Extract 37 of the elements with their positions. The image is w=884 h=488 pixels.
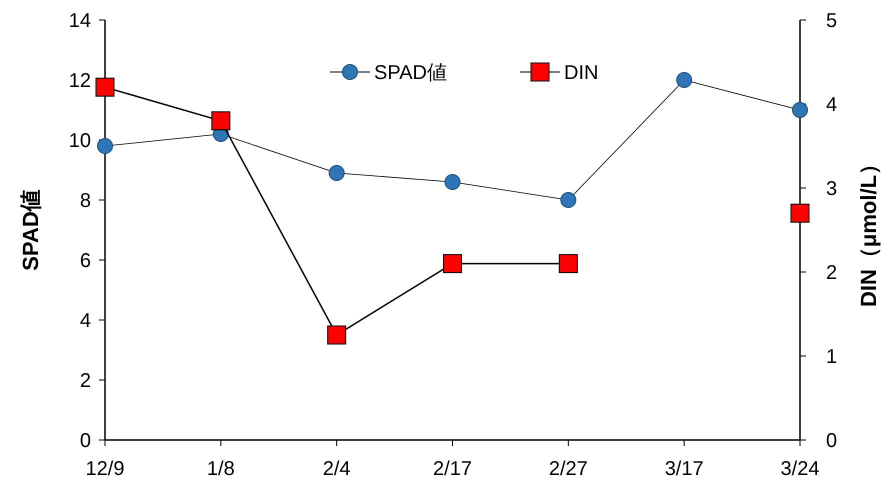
x-tick-label: 2/17 <box>433 458 472 480</box>
y-tick-label: 4 <box>80 310 91 332</box>
y2-tick-label: 2 <box>826 262 838 284</box>
y-tick-label: 0 <box>80 430 91 452</box>
point <box>444 174 460 190</box>
x-tick-label: 2/27 <box>548 458 588 480</box>
y2-axis-title: DIN（μmol/L） <box>856 152 881 308</box>
point <box>211 111 230 130</box>
y-tick-label: 8 <box>80 190 91 212</box>
legend-label: DIN <box>564 62 598 84</box>
y-tick-label: 10 <box>68 130 91 152</box>
y-tick-label: 2 <box>80 370 91 392</box>
point <box>443 254 462 274</box>
y2-tick-label: 1 <box>826 346 838 368</box>
x-tick-label: 12/9 <box>86 458 124 480</box>
legend-label: SPAD値 <box>374 62 447 84</box>
point <box>558 254 578 274</box>
point <box>792 102 808 118</box>
point <box>328 165 345 181</box>
point <box>790 204 810 223</box>
y-tick-label: 14 <box>68 10 91 32</box>
y-axis-title: SPAD値 <box>18 189 43 271</box>
y-tick-label: 12 <box>68 70 91 92</box>
y2-tick-label: 5 <box>826 10 838 32</box>
x-tick-label: 1/8 <box>206 458 235 480</box>
point <box>97 138 113 154</box>
y-tick-label: 6 <box>80 250 91 272</box>
point <box>96 78 114 97</box>
x-tick-label: 3/17 <box>664 458 704 480</box>
x-tick-label: 3/24 <box>780 458 820 480</box>
y2-tick-label: 4 <box>826 94 838 116</box>
point <box>560 192 576 208</box>
x-tick-label: 2/4 <box>322 458 351 480</box>
y2-tick-label: 3 <box>826 178 838 200</box>
point <box>327 326 346 344</box>
y2-tick-label: 0 <box>826 430 838 452</box>
point <box>676 72 692 88</box>
